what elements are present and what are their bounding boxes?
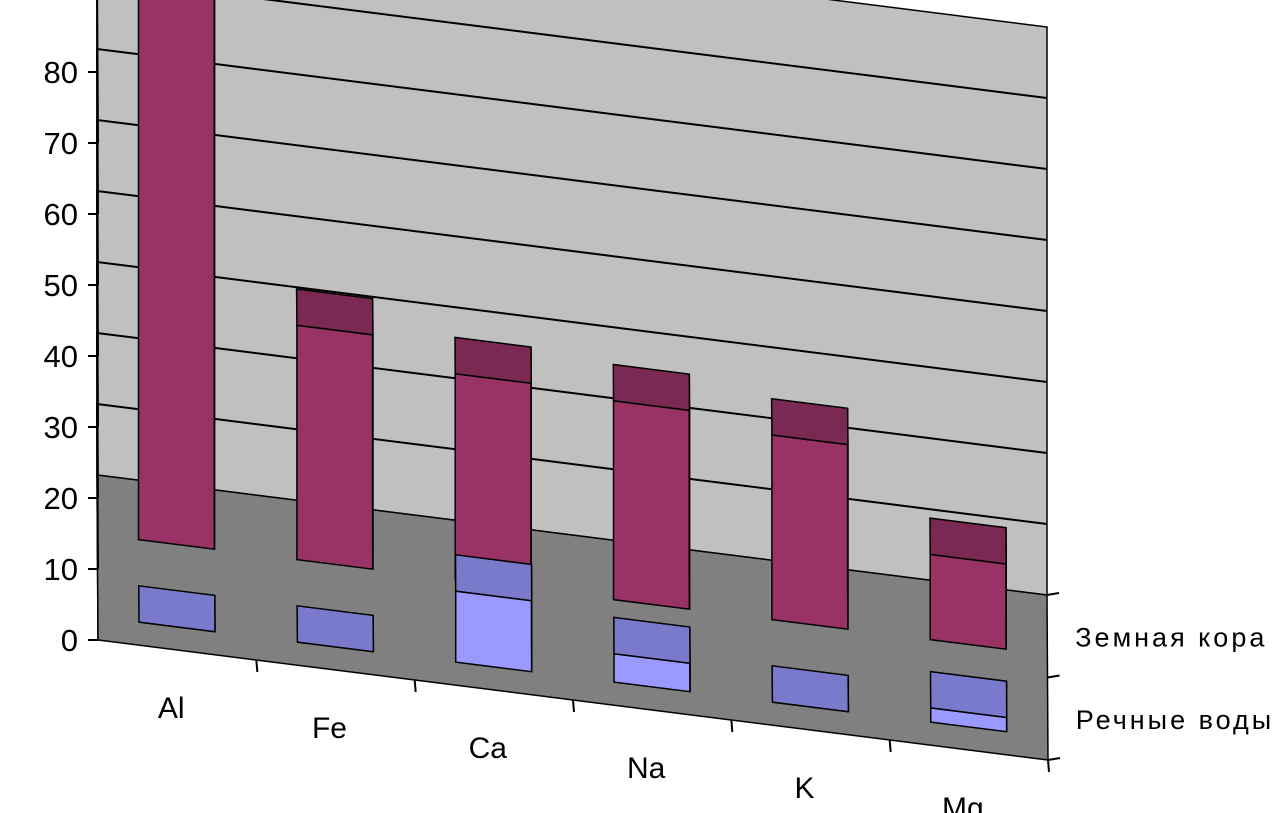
bar-top-face <box>770 397 849 446</box>
y-tick-label-30: 30 <box>44 410 78 445</box>
bar-back-Ca <box>454 336 532 591</box>
y-tick-label-50: 50 <box>44 268 78 303</box>
gridlines <box>95 0 1048 570</box>
x-tick-mark-2 <box>413 679 417 693</box>
bar-top-face <box>612 363 691 412</box>
labels: 0 10 20 30 40 50 60 70 80 Al Fe Ca Na K Mg Речные воды З… <box>44 55 1274 813</box>
y-tick-label-60: 60 <box>44 197 78 232</box>
y-tick-label-20: 20 <box>44 481 78 516</box>
bar-top-face <box>296 604 375 653</box>
x-tick-label-K: K <box>794 772 814 805</box>
bars <box>137 0 1008 733</box>
x-tick-mark-1 <box>255 659 259 673</box>
bar-front-face <box>454 590 533 673</box>
bar-front-face <box>771 434 849 631</box>
x-tick-mark-4 <box>730 719 734 733</box>
bar-front-face <box>929 553 1007 651</box>
depth-tick-mark-2 <box>1046 592 1060 596</box>
bar-top-face <box>454 553 533 602</box>
bar-front-face <box>137 0 216 551</box>
y-tick-label-0: 0 <box>61 623 78 658</box>
x-tick-label-Ca: Ca <box>469 732 508 765</box>
bar-top-face <box>295 288 374 336</box>
bar-back-Fe <box>295 288 374 571</box>
bar-back-Al <box>137 0 216 551</box>
bar-top-face <box>454 336 532 385</box>
bar-back-Na <box>612 363 691 611</box>
x-tick-mark-6 <box>1047 759 1050 773</box>
gridline-70 <box>96 0 1048 144</box>
bar-front-K <box>771 664 850 713</box>
y-tick-label-10: 10 <box>44 552 78 587</box>
depth-tick-mark-0 <box>1047 757 1061 761</box>
bar-back-Mg <box>929 517 1007 651</box>
bar-back-K <box>770 397 849 631</box>
series-label-0: Речные воды <box>1076 705 1274 735</box>
y-tick-label-40: 40 <box>44 339 78 374</box>
y-tick-label-70: 70 <box>44 126 78 161</box>
bar-top-face <box>138 584 216 633</box>
bar-front-Ca <box>454 553 533 673</box>
chart-walls <box>96 0 1049 761</box>
bar-front-Fe <box>296 604 375 653</box>
bar-front-Na <box>613 616 691 693</box>
bar-front-face <box>612 399 691 611</box>
bar-top-face <box>929 670 1008 719</box>
x-tick-label-Na: Na <box>627 752 666 785</box>
axes <box>88 71 1061 773</box>
bar-top-face <box>929 517 1007 565</box>
x-tick-label-Mg: Mg <box>942 792 984 813</box>
x-tick-label-Al: Al <box>158 692 185 725</box>
depth-tick-mark-1 <box>1047 674 1060 679</box>
bar-front-face <box>296 324 374 571</box>
y-tick-label-80: 80 <box>44 55 78 90</box>
x-tick-mark-3 <box>572 699 575 713</box>
bar-top-face <box>613 616 691 665</box>
series-label-1: Земная кора <box>1075 622 1267 652</box>
x-tick-label-Fe: Fe <box>312 712 347 745</box>
bar-front-Al <box>138 584 216 633</box>
bar-front-Mg <box>929 670 1008 733</box>
x-tick-mark-5 <box>888 739 892 753</box>
bar-top-face <box>771 664 850 713</box>
